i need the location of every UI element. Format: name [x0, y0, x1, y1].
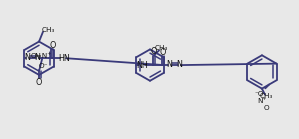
Text: O⁻: O⁻	[39, 63, 48, 69]
Text: N: N	[25, 53, 30, 62]
Text: N: N	[166, 60, 172, 69]
Text: N: N	[176, 60, 182, 69]
Text: O: O	[160, 48, 166, 57]
Text: CH₃: CH₃	[154, 45, 168, 51]
Text: O: O	[151, 47, 157, 56]
Text: CH₃: CH₃	[259, 93, 273, 99]
Text: NH: NH	[136, 61, 148, 70]
Text: N: N	[34, 53, 40, 62]
Text: HN: HN	[58, 54, 70, 63]
Text: N⁺: N⁺	[258, 98, 267, 104]
Text: O: O	[35, 78, 42, 87]
Text: O: O	[49, 41, 55, 50]
Text: ⁻O: ⁻O	[254, 91, 264, 97]
Text: O: O	[263, 105, 269, 111]
Text: O=N⁺: O=N⁺	[30, 53, 51, 59]
Text: CH₃: CH₃	[41, 27, 55, 33]
